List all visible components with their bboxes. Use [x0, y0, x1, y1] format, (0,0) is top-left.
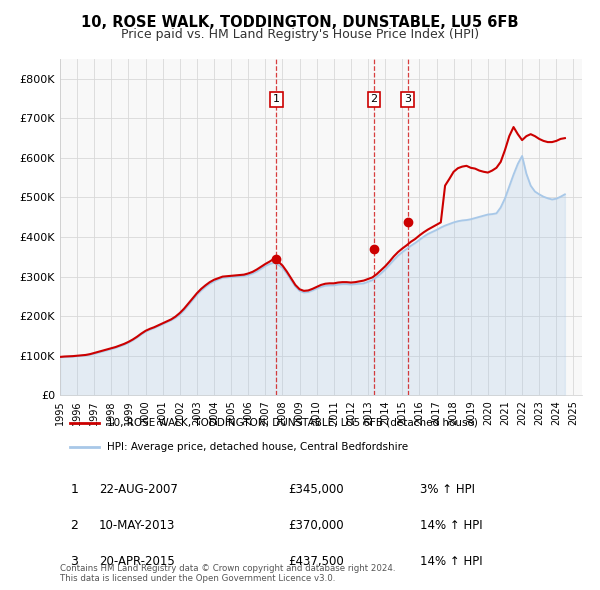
Text: HPI: Average price, detached house, Central Bedfordshire: HPI: Average price, detached house, Cent…	[107, 442, 408, 453]
Text: 3: 3	[404, 94, 411, 104]
Text: 10, ROSE WALK, TODDINGTON, DUNSTABLE, LU5 6FB (detached house): 10, ROSE WALK, TODDINGTON, DUNSTABLE, LU…	[107, 418, 478, 428]
Text: 1: 1	[70, 483, 79, 496]
Text: 2: 2	[70, 519, 79, 532]
Text: Contains HM Land Registry data © Crown copyright and database right 2024.
This d: Contains HM Land Registry data © Crown c…	[60, 563, 395, 583]
Text: 14% ↑ HPI: 14% ↑ HPI	[420, 555, 482, 568]
Text: 20-APR-2015: 20-APR-2015	[99, 555, 175, 568]
Text: 10, ROSE WALK, TODDINGTON, DUNSTABLE, LU5 6FB: 10, ROSE WALK, TODDINGTON, DUNSTABLE, LU…	[81, 15, 519, 30]
Text: £437,500: £437,500	[288, 555, 344, 568]
Text: 2: 2	[371, 94, 378, 104]
Text: 14% ↑ HPI: 14% ↑ HPI	[420, 519, 482, 532]
Text: 3: 3	[70, 555, 79, 568]
Text: Price paid vs. HM Land Registry's House Price Index (HPI): Price paid vs. HM Land Registry's House …	[121, 28, 479, 41]
Text: 10-MAY-2013: 10-MAY-2013	[99, 519, 175, 532]
Text: £345,000: £345,000	[288, 483, 344, 496]
Text: £370,000: £370,000	[288, 519, 344, 532]
Text: 1: 1	[273, 94, 280, 104]
Text: 22-AUG-2007: 22-AUG-2007	[99, 483, 178, 496]
Text: 3% ↑ HPI: 3% ↑ HPI	[420, 483, 475, 496]
